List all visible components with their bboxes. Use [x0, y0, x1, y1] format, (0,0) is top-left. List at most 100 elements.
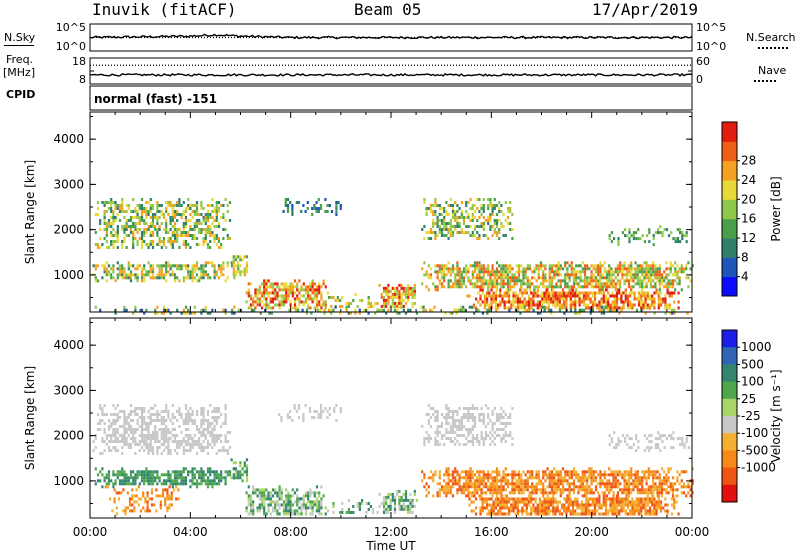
- power-cell: [296, 288, 299, 292]
- velocity-cell: [148, 497, 151, 501]
- velocity-cell: [293, 509, 297, 513]
- power-cell: [572, 276, 576, 280]
- velocity-cell: [144, 500, 147, 504]
- velocity-cell: [396, 489, 399, 493]
- velocity-cell: [209, 467, 212, 471]
- velocity-cell: [608, 485, 611, 489]
- power-cell: [143, 276, 146, 280]
- power-cell: [143, 231, 146, 234]
- velocity-cell: [184, 482, 188, 486]
- power-cell: [447, 222, 450, 225]
- velocity-cell: [123, 470, 126, 474]
- power-cell: [489, 228, 492, 231]
- velocity-cell: [517, 491, 521, 495]
- power-cell: [653, 300, 656, 304]
- power-cell: [504, 264, 507, 268]
- power-cell: [498, 228, 501, 231]
- velocity-cell: [256, 494, 259, 498]
- velocity-cell: [156, 476, 159, 480]
- power-cell: [176, 219, 179, 222]
- power-cell: [311, 282, 314, 286]
- power-cell: [352, 299, 355, 302]
- velocity-cell: [458, 434, 461, 437]
- power-cell: [654, 285, 657, 289]
- power-cell: [620, 294, 623, 298]
- power-cell: [195, 237, 199, 240]
- power-cell: [149, 216, 152, 219]
- velocity-cell: [447, 407, 450, 410]
- velocity-cell: [228, 473, 232, 477]
- power-cell: [116, 240, 119, 243]
- power-cell: [215, 237, 218, 240]
- power-cell: [506, 279, 510, 283]
- velocity-cell: [160, 437, 163, 440]
- velocity-cell: [449, 488, 452, 492]
- power-cell: [127, 267, 130, 271]
- power-cell: [490, 294, 493, 298]
- power-cell: [488, 294, 491, 298]
- velocity-cell: [429, 407, 433, 410]
- power-cell: [636, 267, 639, 271]
- velocity-cell: [391, 495, 394, 499]
- power-cell: [620, 306, 623, 310]
- power-cell: [593, 300, 597, 304]
- velocity-cell: [224, 440, 227, 443]
- velocity-cell: [204, 479, 207, 483]
- power-cell: [158, 225, 161, 228]
- power-cell: [200, 207, 203, 210]
- velocity-cell: [200, 431, 203, 434]
- power-cell: [487, 279, 490, 283]
- power-cell: [103, 267, 106, 271]
- power-cell: [603, 276, 606, 280]
- power-cell: [610, 282, 613, 286]
- velocity-cell: [318, 494, 321, 498]
- power-cell: [167, 308, 170, 312]
- power-cell: [149, 270, 152, 274]
- power-cell: [471, 204, 474, 207]
- power-cell: [495, 308, 498, 312]
- power-cell: [658, 288, 661, 292]
- power-cell: [548, 264, 551, 268]
- power-cell: [491, 234, 494, 237]
- velocity-cell: [332, 505, 335, 508]
- velocity-cell: [451, 473, 455, 477]
- velocity-cell: [149, 470, 152, 474]
- velocity-cell: [572, 473, 576, 477]
- power-cell: [637, 300, 641, 304]
- velocity-cell: [557, 473, 560, 477]
- power-cell: [178, 234, 181, 237]
- velocity-cell: [158, 446, 161, 449]
- velocity-cell: [139, 509, 143, 513]
- power-cell: [154, 216, 157, 219]
- velocity-cell: [184, 476, 188, 480]
- velocity-cell: [247, 512, 250, 516]
- power-cell: [132, 311, 135, 315]
- velocity-cell: [123, 410, 126, 413]
- power-cell: [632, 276, 635, 280]
- power-cell: [112, 210, 115, 213]
- power-cell: [630, 285, 633, 289]
- power-cell: [156, 216, 159, 219]
- power-cell: [209, 231, 212, 234]
- velocity-cell: [451, 410, 455, 413]
- power-cell: [176, 308, 179, 312]
- velocity-cell: [280, 488, 283, 492]
- velocity-cell: [391, 498, 394, 502]
- velocity-cell: [645, 470, 648, 474]
- velocity-cell: [293, 491, 297, 495]
- power-cell: [404, 289, 408, 293]
- power-cell: [541, 294, 544, 298]
- power-cell: [421, 228, 424, 231]
- power-cell: [594, 270, 598, 274]
- velocity-cell: [170, 503, 173, 507]
- velocity-cell: [557, 470, 560, 474]
- power-cell: [215, 219, 218, 222]
- power-cell: [443, 276, 446, 280]
- power-cell: [559, 273, 562, 277]
- power-cell: [250, 308, 254, 312]
- date-label: 17/Apr/2019: [592, 0, 698, 19]
- power-cell: [537, 270, 540, 274]
- velocity-cell: [339, 410, 342, 413]
- power-cell: [232, 258, 235, 262]
- velocity-cell: [133, 500, 136, 504]
